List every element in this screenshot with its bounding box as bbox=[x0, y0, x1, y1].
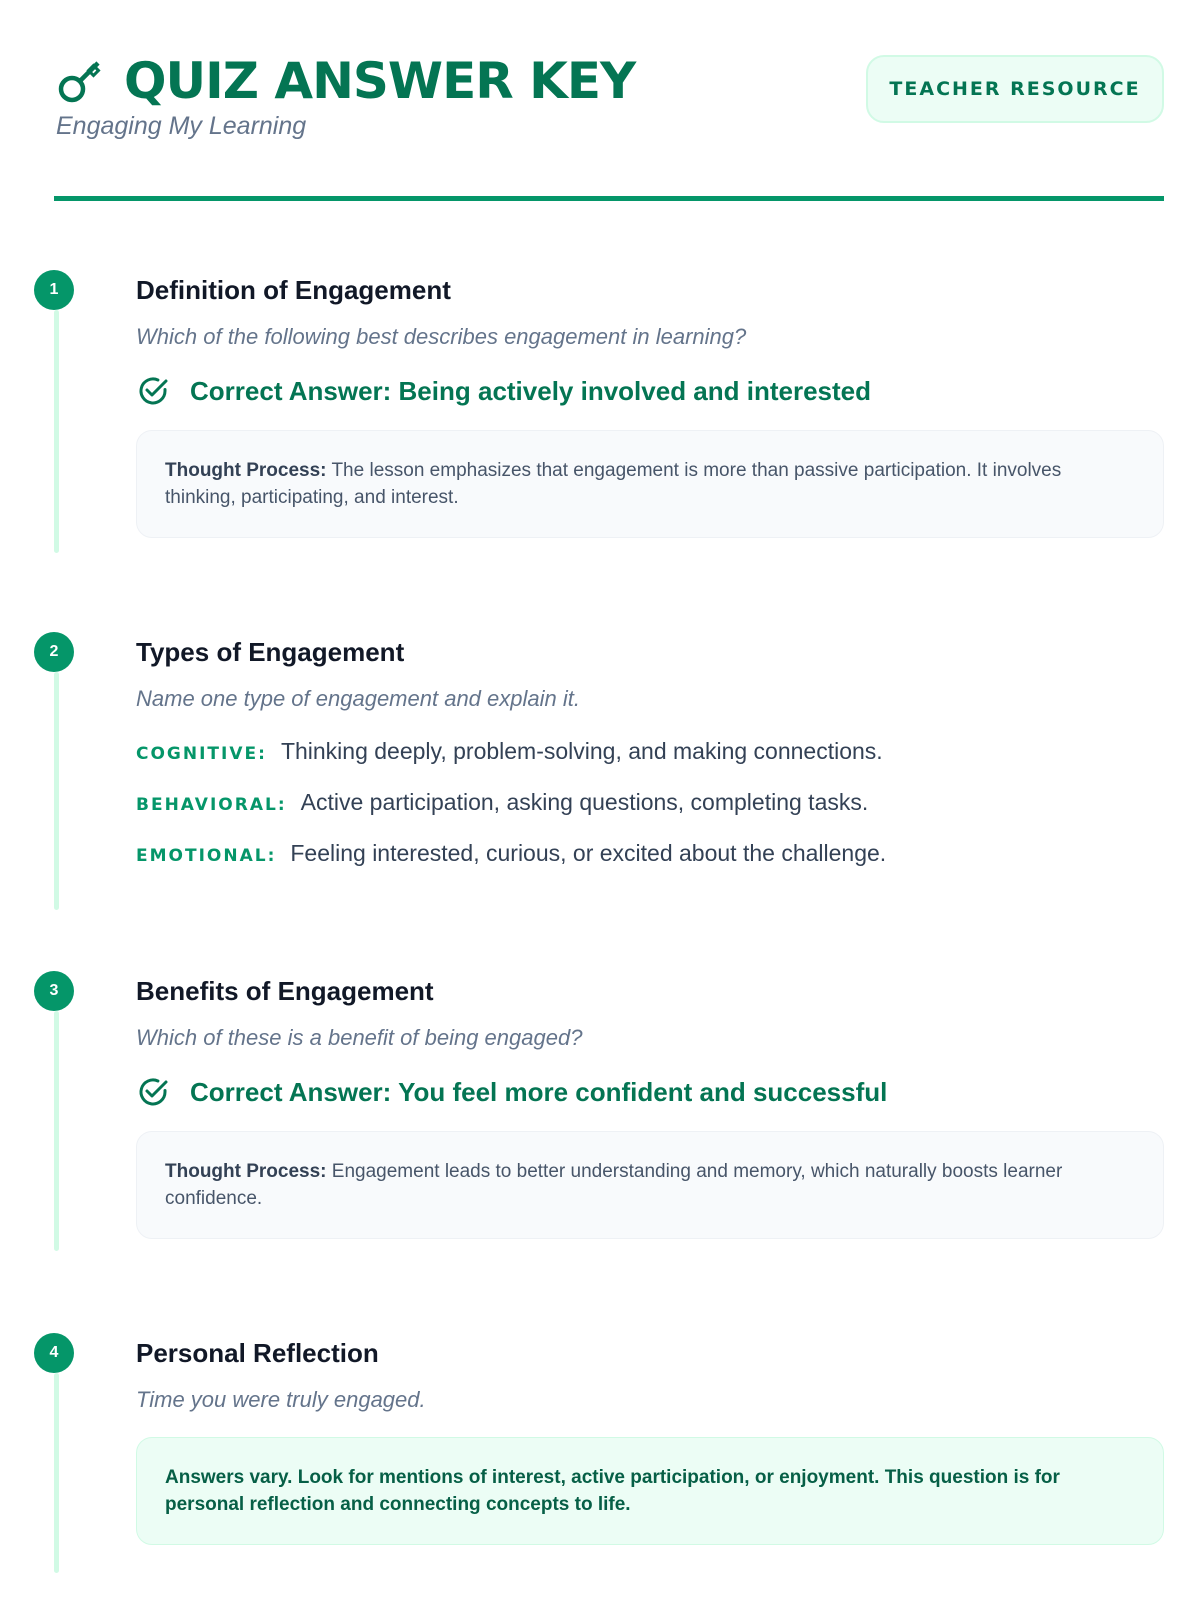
timeline-line bbox=[54, 672, 59, 910]
type-label: EMOTIONAL: bbox=[136, 846, 277, 866]
engagement-type-emotional: EMOTIONAL: Feeling interested, curious, o… bbox=[136, 840, 1164, 867]
question-text: Which of these is a benefit of being eng… bbox=[136, 1025, 583, 1050]
correct-answer-text: Correct Answer: Being actively involved … bbox=[190, 375, 872, 406]
page-subtitle: Engaging My Learning bbox=[56, 112, 307, 140]
section-title: Definition of Engagement bbox=[136, 275, 451, 305]
engagement-type-cognitive: COGNITIVE: Thinking deeply, problem-solvi… bbox=[136, 738, 1164, 765]
type-text: Thinking deeply, problem-solving, and ma… bbox=[280, 738, 883, 764]
thought-process-box: Thought Process: The lesson emphasizes t… bbox=[136, 430, 1164, 538]
key-icon bbox=[58, 61, 101, 103]
section-title: Types of Engagement bbox=[136, 637, 405, 667]
type-text: Active participation, asking questions, … bbox=[300, 789, 869, 815]
question-number: 4 bbox=[34, 1333, 74, 1373]
header: QUIZ ANSWER KEY Engaging My Learning TEA… bbox=[56, 52, 1164, 152]
type-label: BEHAVIORAL: bbox=[136, 795, 287, 815]
question-text: Name one type of engagement and explain … bbox=[136, 686, 580, 711]
thought-text: The lesson emphasizes that engagement is… bbox=[165, 460, 1062, 508]
question-number: 3 bbox=[34, 971, 74, 1011]
type-text: Feeling interested, curious, or excited … bbox=[290, 840, 887, 866]
timeline-line bbox=[54, 1011, 59, 1251]
timeline-line bbox=[54, 1373, 59, 1573]
thought-label: Thought Process: bbox=[165, 460, 327, 481]
question-number: 2 bbox=[34, 632, 74, 672]
type-label: COGNITIVE: bbox=[136, 744, 267, 764]
page-title: QUIZ ANSWER KEY bbox=[124, 52, 636, 110]
reflection-note-box: Answers vary. Look for mentions of inter… bbox=[136, 1437, 1164, 1545]
correct-answer-text: Correct Answer: You feel more confident … bbox=[190, 1076, 888, 1107]
check-circle-icon bbox=[139, 1078, 168, 1106]
thought-process-box: Thought Process: Engagement leads to bet… bbox=[136, 1131, 1164, 1239]
question-text: Which of the following best describes en… bbox=[136, 324, 747, 349]
section-title: Benefits of Engagement bbox=[136, 976, 434, 1006]
teacher-resource-badge: TEACHER RESOURCE bbox=[866, 55, 1164, 123]
timeline-line bbox=[54, 310, 59, 553]
thought-text: Engagement leads to better understanding… bbox=[165, 1161, 1063, 1209]
correct-answer: Correct Answer: Being actively involved … bbox=[136, 374, 1164, 408]
check-circle-icon bbox=[139, 377, 168, 405]
correct-answer: Correct Answer: You feel more confident … bbox=[136, 1075, 1164, 1109]
header-divider bbox=[54, 196, 1164, 201]
question-number: 1 bbox=[34, 270, 74, 310]
thought-label: Thought Process: bbox=[165, 1161, 327, 1182]
question-text: Time you were truly engaged. bbox=[136, 1387, 426, 1412]
engagement-type-behavioral: BEHAVIORAL: Active participation, asking … bbox=[136, 789, 1164, 816]
section-title: Personal Reflection bbox=[136, 1338, 379, 1368]
